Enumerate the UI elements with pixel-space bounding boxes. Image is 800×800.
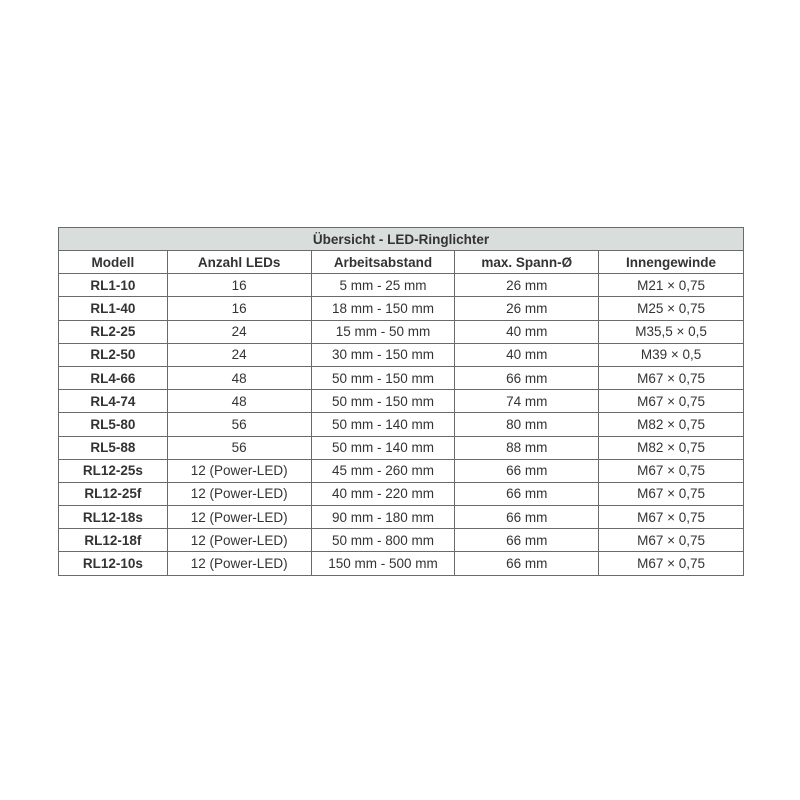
table-cell: 12 (Power-LED) [166,481,312,507]
table-cell: 24 [166,342,312,367]
table-cell: RL1-40 [58,296,168,321]
table-cell: 50 mm - 800 mm [310,528,456,553]
table-row: RL1-10 16 5 mm - 25 mm 26 mm M21 × 0,75 [58,273,744,298]
table-cell: 66 mm [454,551,600,576]
table-row: RL12-25f 12 (Power-LED) 40 mm - 220 mm 66 m… [58,481,744,507]
table-cell: 40 mm [454,342,600,367]
table-row: RL5-88 56 50 mm - 140 mm 88 mm M82 × 0,75 [58,435,744,460]
table-cell: 56 [166,435,312,460]
table-cell: RL12-25s [58,458,168,483]
table-row: RL4-74 48 50 mm - 150 mm 74 mm M67 × 0,75 [58,389,744,414]
table-cell: 45 mm - 260 mm [310,458,456,483]
table-cell: 80 mm [454,412,600,437]
table-row: RL2-50 24 30 mm - 150 mm 40 mm M39 × 0,5 [58,342,744,367]
column-header: Arbeitsabstand [310,249,456,275]
table-cell: M67 × 0,75 [598,528,744,553]
table-cell: 66 mm [454,365,600,391]
led-ringlight-overview-table: Übersicht - LED-Ringlichter Modell Anzahl… [58,227,744,576]
table-cell: 40 mm - 220 mm [310,481,456,507]
table-cell: 12 (Power-LED) [166,458,312,483]
table-cell: RL2-50 [58,342,168,367]
table-cell: 74 mm [454,389,600,414]
table-row: RL2-25 24 15 mm - 50 mm 40 mm M35,5 × 0,5 [58,319,744,344]
table-cell: RL12-10s [58,551,168,576]
table-title-row: Übersicht - LED-Ringlichter [58,227,744,251]
table-row: RL12-10s 12 (Power-LED) 150 mm - 500 mm 66 … [58,551,744,576]
table-cell: RL12-18s [58,505,168,530]
table-cell: RL4-74 [58,389,168,414]
table-cell: 16 [166,273,312,298]
table-cell: 15 mm - 50 mm [310,319,456,344]
table-cell: M25 × 0,75 [598,296,744,321]
table-cell: M82 × 0,75 [598,412,744,437]
table-cell: 26 mm [454,273,600,298]
table-cell: M39 × 0,5 [598,342,744,367]
table-cell: 30 mm - 150 mm [310,342,456,367]
table-cell: 48 [166,389,312,414]
table-row: RL12-25s 12 (Power-LED) 45 mm - 260 mm 66 m… [58,458,744,483]
table-cell: M67 × 0,75 [598,389,744,414]
table-row: RL4-66 48 50 mm - 150 mm 66 mm M67 × 0,75 [58,365,744,391]
column-header: max. Spann-Ø [454,249,600,275]
table-cell: 50 mm - 140 mm [310,412,456,437]
table-row: RL12-18s 12 (Power-LED) 90 mm - 180 mm 66 m… [58,505,744,530]
column-header: Modell [58,249,168,275]
table-cell: 40 mm [454,319,600,344]
table-cell: 26 mm [454,296,600,321]
table-cell: RL5-88 [58,435,168,460]
table-cell: 56 [166,412,312,437]
table-cell: RL1-10 [58,273,168,298]
table-cell: 12 (Power-LED) [166,505,312,530]
table-cell: 150 mm - 500 mm [310,551,456,576]
table-cell: 66 mm [454,481,600,507]
table-cell: 66 mm [454,505,600,530]
table-row: RL12-18f 12 (Power-LED) 50 mm - 800 mm 66 m… [58,528,744,553]
table-cell: 16 [166,296,312,321]
table-cell: M67 × 0,75 [598,458,744,483]
table-cell: 66 mm [454,458,600,483]
table-cell: 50 mm - 140 mm [310,435,456,460]
table-cell: 12 (Power-LED) [166,528,312,553]
table-cell: RL12-25f [58,481,168,507]
table-cell: 50 mm - 150 mm [310,365,456,391]
table-cell: RL4-66 [58,365,168,391]
table-cell: RL12-18f [58,528,168,553]
table-cell: 50 mm - 150 mm [310,389,456,414]
table-cell: M82 × 0,75 [598,435,744,460]
column-header: Innengewinde [598,249,744,275]
table-cell: 24 [166,319,312,344]
table-cell: 5 mm - 25 mm [310,273,456,298]
table-cell: 88 mm [454,435,600,460]
table-cell: RL5-80 [58,412,168,437]
table-row: RL1-40 16 18 mm - 150 mm 26 mm M25 × 0,75 [58,296,744,321]
table-cell: M67 × 0,75 [598,481,744,507]
table-cell: M35,5 × 0,5 [598,319,744,344]
table-cell: 90 mm - 180 mm [310,505,456,530]
table-cell: M67 × 0,75 [598,365,744,391]
table-cell: 18 mm - 150 mm [310,296,456,321]
table-cell: 48 [166,365,312,391]
table-cell: M67 × 0,75 [598,551,744,576]
table-row: RL5-80 56 50 mm - 140 mm 80 mm M82 × 0,75 [58,412,744,437]
table-title: Übersicht - LED-Ringlichter [58,227,744,251]
table-header-row: Modell Anzahl LEDs Arbeitsabstand max. Span… [58,249,744,275]
column-header: Anzahl LEDs [166,249,312,275]
table-cell: RL2-25 [58,319,168,344]
table-cell: 66 mm [454,528,600,553]
table-cell: 12 (Power-LED) [166,551,312,576]
table-cell: M67 × 0,75 [598,505,744,530]
table-cell: M21 × 0,75 [598,273,744,298]
